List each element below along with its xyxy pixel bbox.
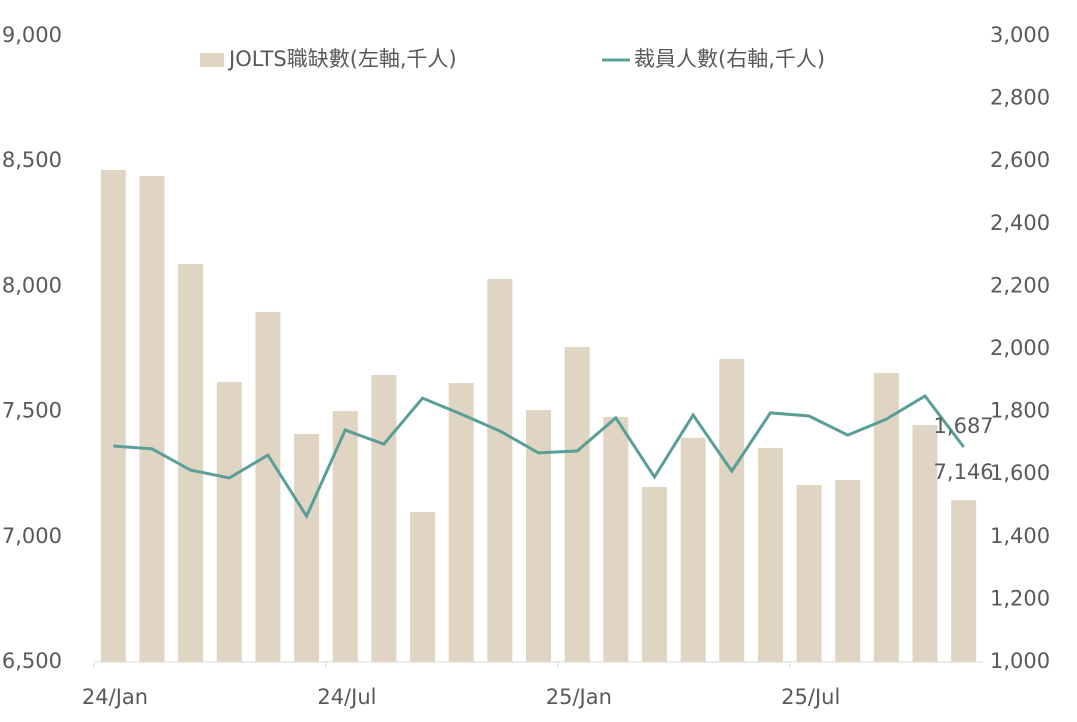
y2-tick-label: 2,000 [990,336,1050,360]
y2-tick-label: 1,000 [990,649,1050,673]
y2-tick-label: 2,800 [990,86,1050,110]
bar [410,512,436,662]
y-tick-label: 9,000 [2,23,62,47]
bar [912,425,938,662]
bar [757,447,783,662]
y2-tick-label: 1,400 [990,524,1050,548]
bar [448,383,474,662]
bar [178,264,204,662]
bar [873,373,899,662]
y-tick-label: 8,000 [2,273,62,297]
bar [951,500,977,662]
bar [835,479,861,662]
line [113,393,965,520]
bar [719,359,745,662]
bar [680,437,706,662]
bar [641,486,667,662]
bar [371,375,397,662]
y2-tick-label: 1,800 [990,399,1050,423]
x-tick-label: 24/Jul [317,685,376,709]
legend-swatch [200,53,224,67]
bar [100,169,126,663]
x-tick-label: 24/Jan [82,685,148,709]
y2-tick-label: 1,200 [990,586,1050,610]
y2-tick-label: 1,600 [990,461,1050,485]
y-tick-label: 7,000 [2,524,62,548]
bar [487,278,513,662]
legend-label: JOLTS職缺數(左軸,千人) [227,47,457,71]
legend-label: 裁員人數(右軸,千人) [634,47,825,71]
y2-tick-label: 2,400 [990,211,1050,235]
y-tick-label: 8,500 [2,148,62,172]
bar [139,175,165,662]
value-label: 1,687 [934,414,994,438]
x-tick-label: 25/Jan [546,685,612,709]
y-tick-label: 7,500 [2,399,62,423]
bar [216,382,242,662]
y2-tick-label: 3,000 [990,23,1050,47]
bar [294,433,320,662]
bar [255,311,281,662]
y2-tick-label: 2,200 [990,273,1050,297]
x-tick-label: 25/Jul [781,685,840,709]
value-label: 7,146 [934,460,994,484]
bar [603,417,629,662]
y-tick-label: 6,500 [2,649,62,673]
bar [332,411,358,662]
y2-tick-label: 2,600 [990,148,1050,172]
bar [564,346,590,662]
bar [796,484,822,662]
